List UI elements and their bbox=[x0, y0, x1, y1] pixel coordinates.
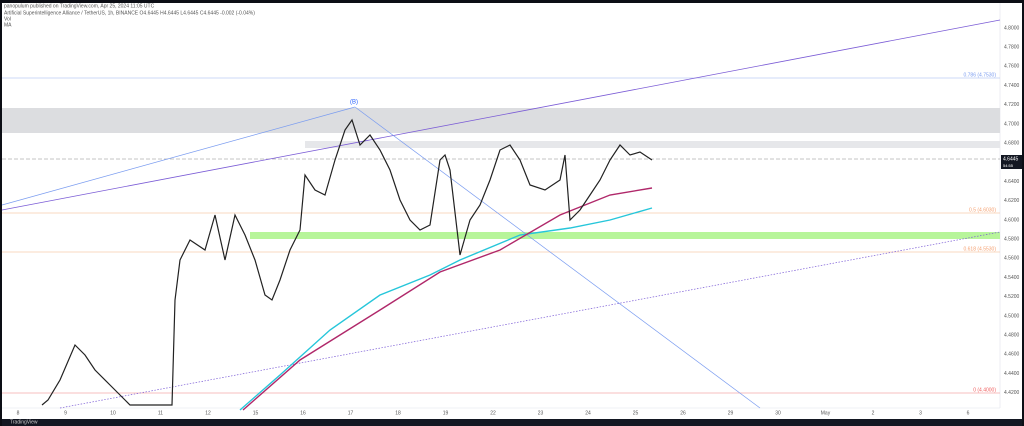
price-axis-label: 4.5200 bbox=[1004, 294, 1020, 300]
price-axis-label: 4.4600 bbox=[1004, 352, 1020, 358]
current-price-badge bbox=[1001, 155, 1022, 163]
price-series bbox=[41, 118, 653, 406]
time-axis-label: 23 bbox=[538, 410, 544, 416]
channel-top bbox=[1, 19, 1001, 211]
supply-zone bbox=[2, 108, 1000, 133]
channel-bottom bbox=[59, 231, 1001, 409]
trend-line bbox=[1, 106, 356, 206]
indicator-label: Vol bbox=[4, 16, 11, 22]
price-axis-label: 4.4200 bbox=[1004, 390, 1020, 396]
price-axis-label: 4.6800 bbox=[1004, 141, 1020, 147]
author-line: panopulum published on TradingView.com, … bbox=[4, 3, 155, 9]
price-axis-label: 4.7600 bbox=[1004, 64, 1020, 70]
time-axis-label: 30 bbox=[775, 410, 781, 416]
price-axis-label: 4.7800 bbox=[1004, 45, 1020, 51]
price-axis-label: 4.4400 bbox=[1004, 371, 1020, 377]
time-axis-label: 18 bbox=[395, 410, 401, 416]
fib-label: 0.5 (4.6030) bbox=[969, 207, 996, 213]
time-axis-label: 24 bbox=[585, 410, 591, 416]
time-axis-label: 12 bbox=[205, 410, 211, 416]
time-axis-label: 26 bbox=[680, 410, 686, 416]
price-axis-label: 4.5000 bbox=[1004, 313, 1020, 319]
symbol-line: Artificial Superintelligence Alliance / … bbox=[4, 10, 255, 16]
fib-label: 0 (4.4000) bbox=[973, 387, 996, 393]
trend-line bbox=[354, 106, 761, 409]
time-axis-label: 3 bbox=[919, 410, 922, 416]
time-axis-label: 11 bbox=[158, 410, 163, 416]
time-axis-label: 2 bbox=[872, 410, 875, 416]
time-axis-label: 8 bbox=[17, 410, 20, 416]
moving-average bbox=[239, 207, 653, 411]
time-axis-label: 25 bbox=[633, 410, 639, 416]
time-axis-label: 9 bbox=[64, 410, 67, 416]
resistance-zone bbox=[305, 141, 1000, 148]
price-axis-label: 4.7000 bbox=[1004, 121, 1020, 127]
chart-area bbox=[2, 3, 1022, 419]
wave-label: (B) bbox=[350, 100, 358, 106]
current-price: 4.6445 bbox=[1003, 156, 1019, 162]
time-axis-label: 29 bbox=[728, 410, 734, 416]
countdown-badge bbox=[1001, 163, 1022, 169]
indicator-label: MA bbox=[4, 22, 12, 28]
time-axis-label: 6 bbox=[967, 410, 970, 416]
price-axis-label: 4.6400 bbox=[1004, 179, 1020, 185]
price-axis-label: 4.4800 bbox=[1004, 333, 1020, 339]
moving-average bbox=[242, 187, 653, 411]
time-axis-label: 17 bbox=[348, 410, 354, 416]
fib-label: 0.786 (4.7530) bbox=[963, 72, 996, 78]
time-axis-label: 19 bbox=[443, 410, 449, 416]
price-axis-label: 4.6200 bbox=[1004, 198, 1020, 204]
brand: TradingView bbox=[10, 419, 38, 425]
time-axis-label: 10 bbox=[110, 410, 116, 416]
price-axis-label: 4.5800 bbox=[1004, 237, 1020, 243]
price-axis-label: 4.8000 bbox=[1004, 25, 1020, 31]
price-axis-label: 4.6000 bbox=[1004, 217, 1020, 223]
support-zone bbox=[250, 232, 1000, 239]
time-axis-label: 15 bbox=[253, 410, 259, 416]
price-axis-label: 4.7200 bbox=[1004, 102, 1020, 108]
fib-label: 0.618 (4.5530) bbox=[963, 246, 996, 252]
countdown: 54:55 bbox=[1003, 163, 1014, 168]
time-axis-label: May bbox=[821, 410, 831, 416]
time-axis-label: 16 bbox=[300, 410, 306, 416]
time-axis-label: 22 bbox=[490, 410, 496, 416]
price-axis-label: 4.7400 bbox=[1004, 83, 1020, 89]
price-axis-label: 4.5400 bbox=[1004, 275, 1020, 281]
footer-bar bbox=[2, 419, 1022, 426]
price-axis-label: 4.5600 bbox=[1004, 256, 1020, 262]
